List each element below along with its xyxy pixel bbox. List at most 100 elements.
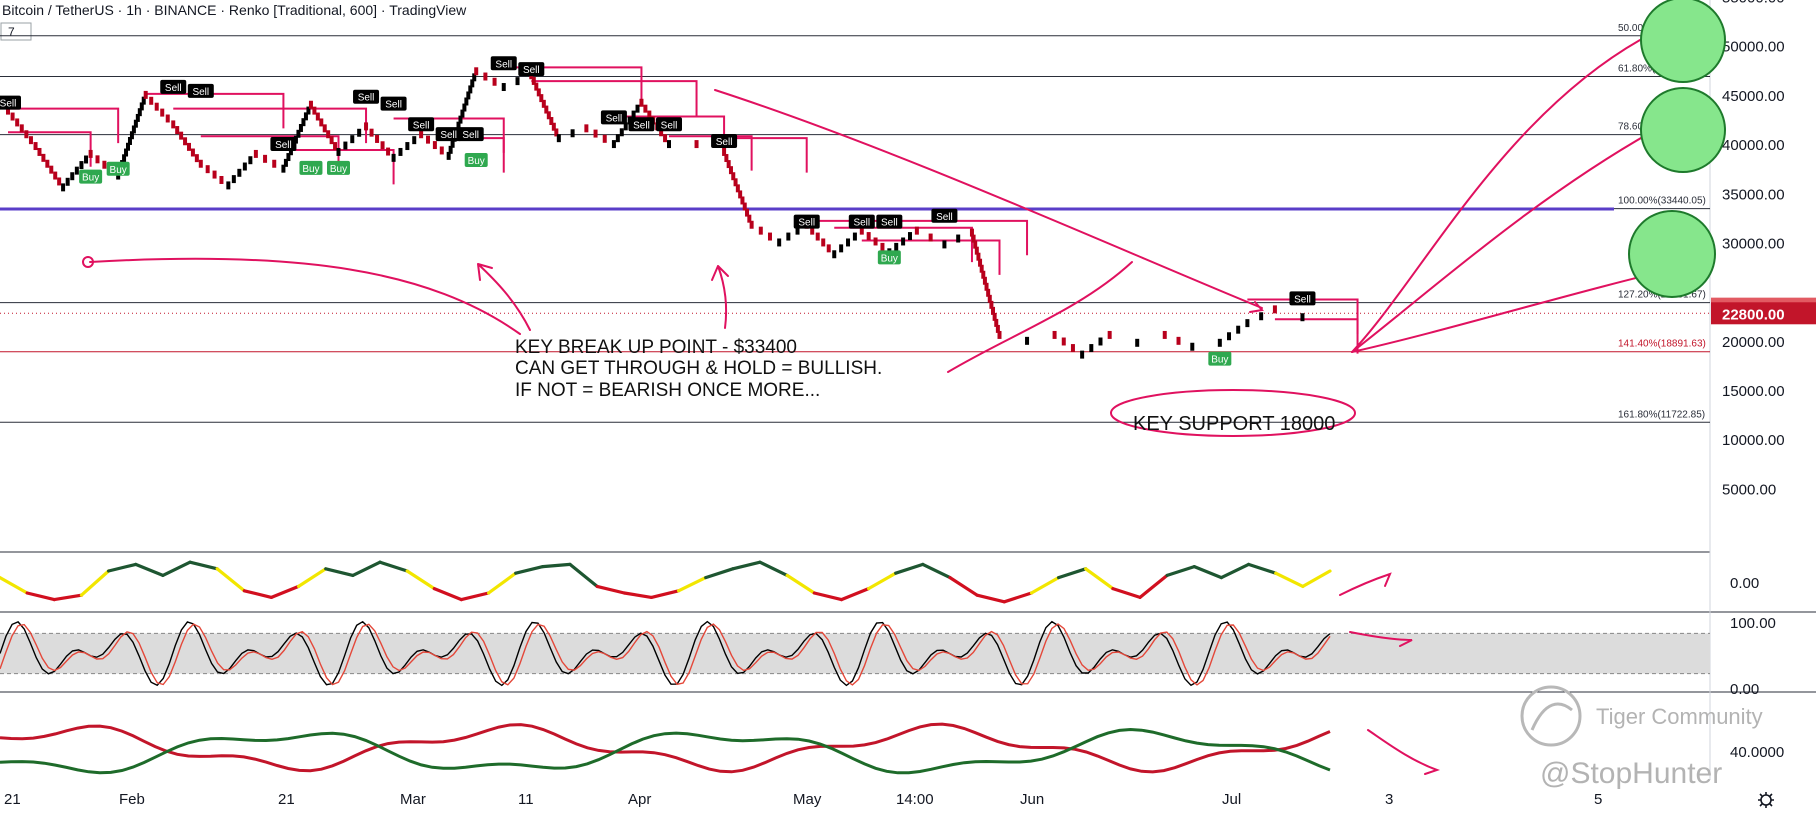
renko-brick-96: [439, 146, 444, 155]
renko-brick-21: [102, 160, 107, 169]
osc1-seg-41: [1111, 586, 1142, 600]
time-tick-4: 11: [518, 791, 534, 808]
osc1-seg-14: [378, 560, 409, 573]
renko-brick-5: [28, 136, 33, 145]
price-tick-0: 55000.00: [1722, 0, 1785, 7]
renko-brick-59: [263, 154, 268, 163]
renko-brick-69: [301, 118, 306, 127]
renko-brick-42: [171, 120, 176, 129]
osc1-seg-12: [324, 567, 355, 578]
renko-brick-163: [777, 238, 782, 247]
renko-brick-159: [747, 214, 752, 223]
renko-brick-61: [281, 164, 286, 173]
renko-brick-52: [219, 176, 224, 184]
signal-box-5: [270, 136, 297, 151]
signal-label-16: Sell: [606, 113, 623, 124]
renko-brick-3: [19, 124, 24, 133]
signal-label-17: Sell: [633, 120, 650, 131]
signal-box-22: [876, 214, 903, 229]
time-tick-8: Jun: [1020, 791, 1044, 808]
renko-brick-219: [1236, 325, 1241, 334]
renko-brick-51: [212, 170, 217, 179]
renko-brick-174: [852, 232, 857, 241]
renko-brick-207: [1061, 337, 1066, 346]
renko-brick-178: [880, 242, 885, 251]
renko-brick-186: [956, 234, 961, 243]
renko-brick-187: [969, 228, 974, 237]
time-tick-10: 3: [1385, 791, 1393, 808]
annotation-bearish: IF NOT = BEARISH ONCE MORE...: [515, 380, 820, 401]
renko-brick-33: [135, 113, 140, 122]
renko-brick-123: [546, 111, 551, 120]
interval-chip[interactable]: [0, 22, 32, 41]
renko-brick-130: [593, 129, 598, 138]
renko-brick-190: [974, 246, 979, 255]
renko-brick-211: [1098, 337, 1103, 346]
renko-brick-67: [296, 129, 301, 138]
renko-brick-128: [570, 129, 575, 138]
osc1-seg-28: [758, 560, 789, 578]
osc1-seg-33: [894, 562, 925, 575]
target-circle-46800: [1640, 87, 1726, 173]
osc3-red-line: [0, 722, 1331, 774]
renko-brick-121: [541, 99, 546, 108]
osc1-seg-8: [215, 567, 246, 593]
renko-brick-173: [846, 238, 851, 247]
renko-brick-151: [728, 166, 733, 175]
signal-box-21: [848, 214, 875, 229]
signal-box-8: [353, 89, 380, 104]
renko-brick-156: [740, 196, 745, 205]
renko-brick-14: [65, 177, 70, 186]
renko-brick-9: [45, 159, 50, 168]
renko-brick-181: [901, 237, 906, 246]
renko-brick-213: [1135, 338, 1140, 347]
signal-box-13: [464, 152, 488, 167]
renko-brick-139: [639, 98, 644, 107]
renko-brick-16: [74, 166, 79, 175]
signal-label-25: Buy: [1211, 355, 1228, 366]
osc1-seg-7: [188, 560, 219, 571]
renko-brick-217: [1217, 338, 1222, 347]
renko-brick-84: [364, 122, 369, 131]
renko-brick-191: [976, 252, 981, 261]
trend-oscillator: 0.00: [0, 560, 1759, 604]
fib-label-7: 161.80%(11722.85): [1618, 409, 1705, 420]
time-tick-5: Apr: [628, 791, 651, 808]
time-tick-2: 21: [278, 791, 295, 808]
target-circle-55000: [1640, 0, 1726, 83]
renko-brick-94: [426, 135, 431, 144]
signal-label-1: Buy: [82, 173, 99, 184]
renko-brick-125: [551, 122, 556, 131]
renko-brick-160: [749, 220, 754, 229]
signal-box-16: [600, 110, 627, 125]
renko-brick-18: [84, 155, 89, 164]
renko-brick-106: [464, 97, 469, 106]
signal-label-13: Buy: [468, 156, 485, 167]
renko-brick-91: [405, 142, 410, 151]
signal-box-1: [79, 169, 103, 184]
target-arrow-top: [1351, 39, 1641, 353]
renko-brick-135: [623, 122, 628, 131]
renko-brick-180: [894, 242, 899, 251]
osc1-seg-39: [1056, 567, 1088, 580]
renko-brick-162: [767, 232, 772, 241]
renko-brick-95: [432, 141, 437, 150]
renko-brick-171: [832, 250, 837, 259]
osc1-seg-5: [134, 562, 165, 578]
renko-brick-97: [446, 151, 451, 160]
signal-box-14: [490, 56, 517, 71]
renko-brick-145: [663, 134, 668, 143]
signal-box-25: [1208, 351, 1232, 366]
annotation-key-support: KEY SUPPORT 18000: [1133, 413, 1335, 435]
renko-brick-212: [1107, 330, 1112, 339]
settings-gear-icon[interactable]: [1758, 792, 1774, 808]
renko-brick-122: [544, 105, 549, 114]
renko-brick-132: [611, 140, 616, 149]
renko-brick-73: [312, 106, 317, 115]
target-circle-33400: [1628, 210, 1716, 298]
renko-brick-222: [1272, 305, 1277, 314]
signal-label-24: Sell: [936, 212, 953, 223]
renko-brick-134: [619, 128, 624, 137]
osc1-seg-1: [25, 591, 56, 602]
